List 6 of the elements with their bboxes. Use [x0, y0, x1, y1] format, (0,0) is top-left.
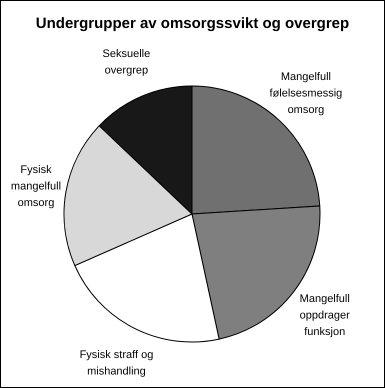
slice-label: Fysisk straff og mishandling	[80, 349, 154, 378]
slice-label: Fysisk mangelfull omsorg	[10, 164, 62, 209]
chart-title: Undergrupper av omsorgssvikt og overgrep	[36, 15, 350, 32]
slice-label: Mangelfull følelsesmessig omsorg	[270, 71, 342, 116]
slice-label: Mangelfull oppdrager funksjon	[300, 292, 350, 338]
slice-label: Seksuelle overgrep	[102, 48, 150, 76]
